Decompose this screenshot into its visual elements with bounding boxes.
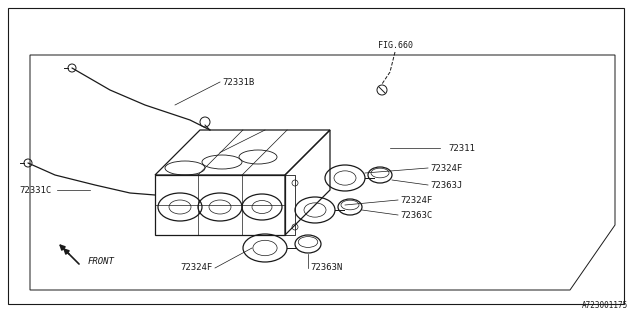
Text: A723001175: A723001175 — [582, 301, 628, 310]
Text: 72363J: 72363J — [430, 180, 462, 189]
Text: 72324F: 72324F — [180, 263, 213, 273]
Text: 72331C: 72331C — [19, 186, 51, 195]
Text: 72324F: 72324F — [430, 164, 462, 172]
Text: 72324F: 72324F — [400, 196, 432, 204]
Text: FIG.660: FIG.660 — [378, 41, 413, 50]
Text: 72311: 72311 — [448, 143, 475, 153]
Text: 72363C: 72363C — [400, 211, 432, 220]
Text: 72363N: 72363N — [310, 263, 342, 273]
Text: FRONT: FRONT — [88, 258, 115, 267]
Text: 72331B: 72331B — [222, 77, 254, 86]
